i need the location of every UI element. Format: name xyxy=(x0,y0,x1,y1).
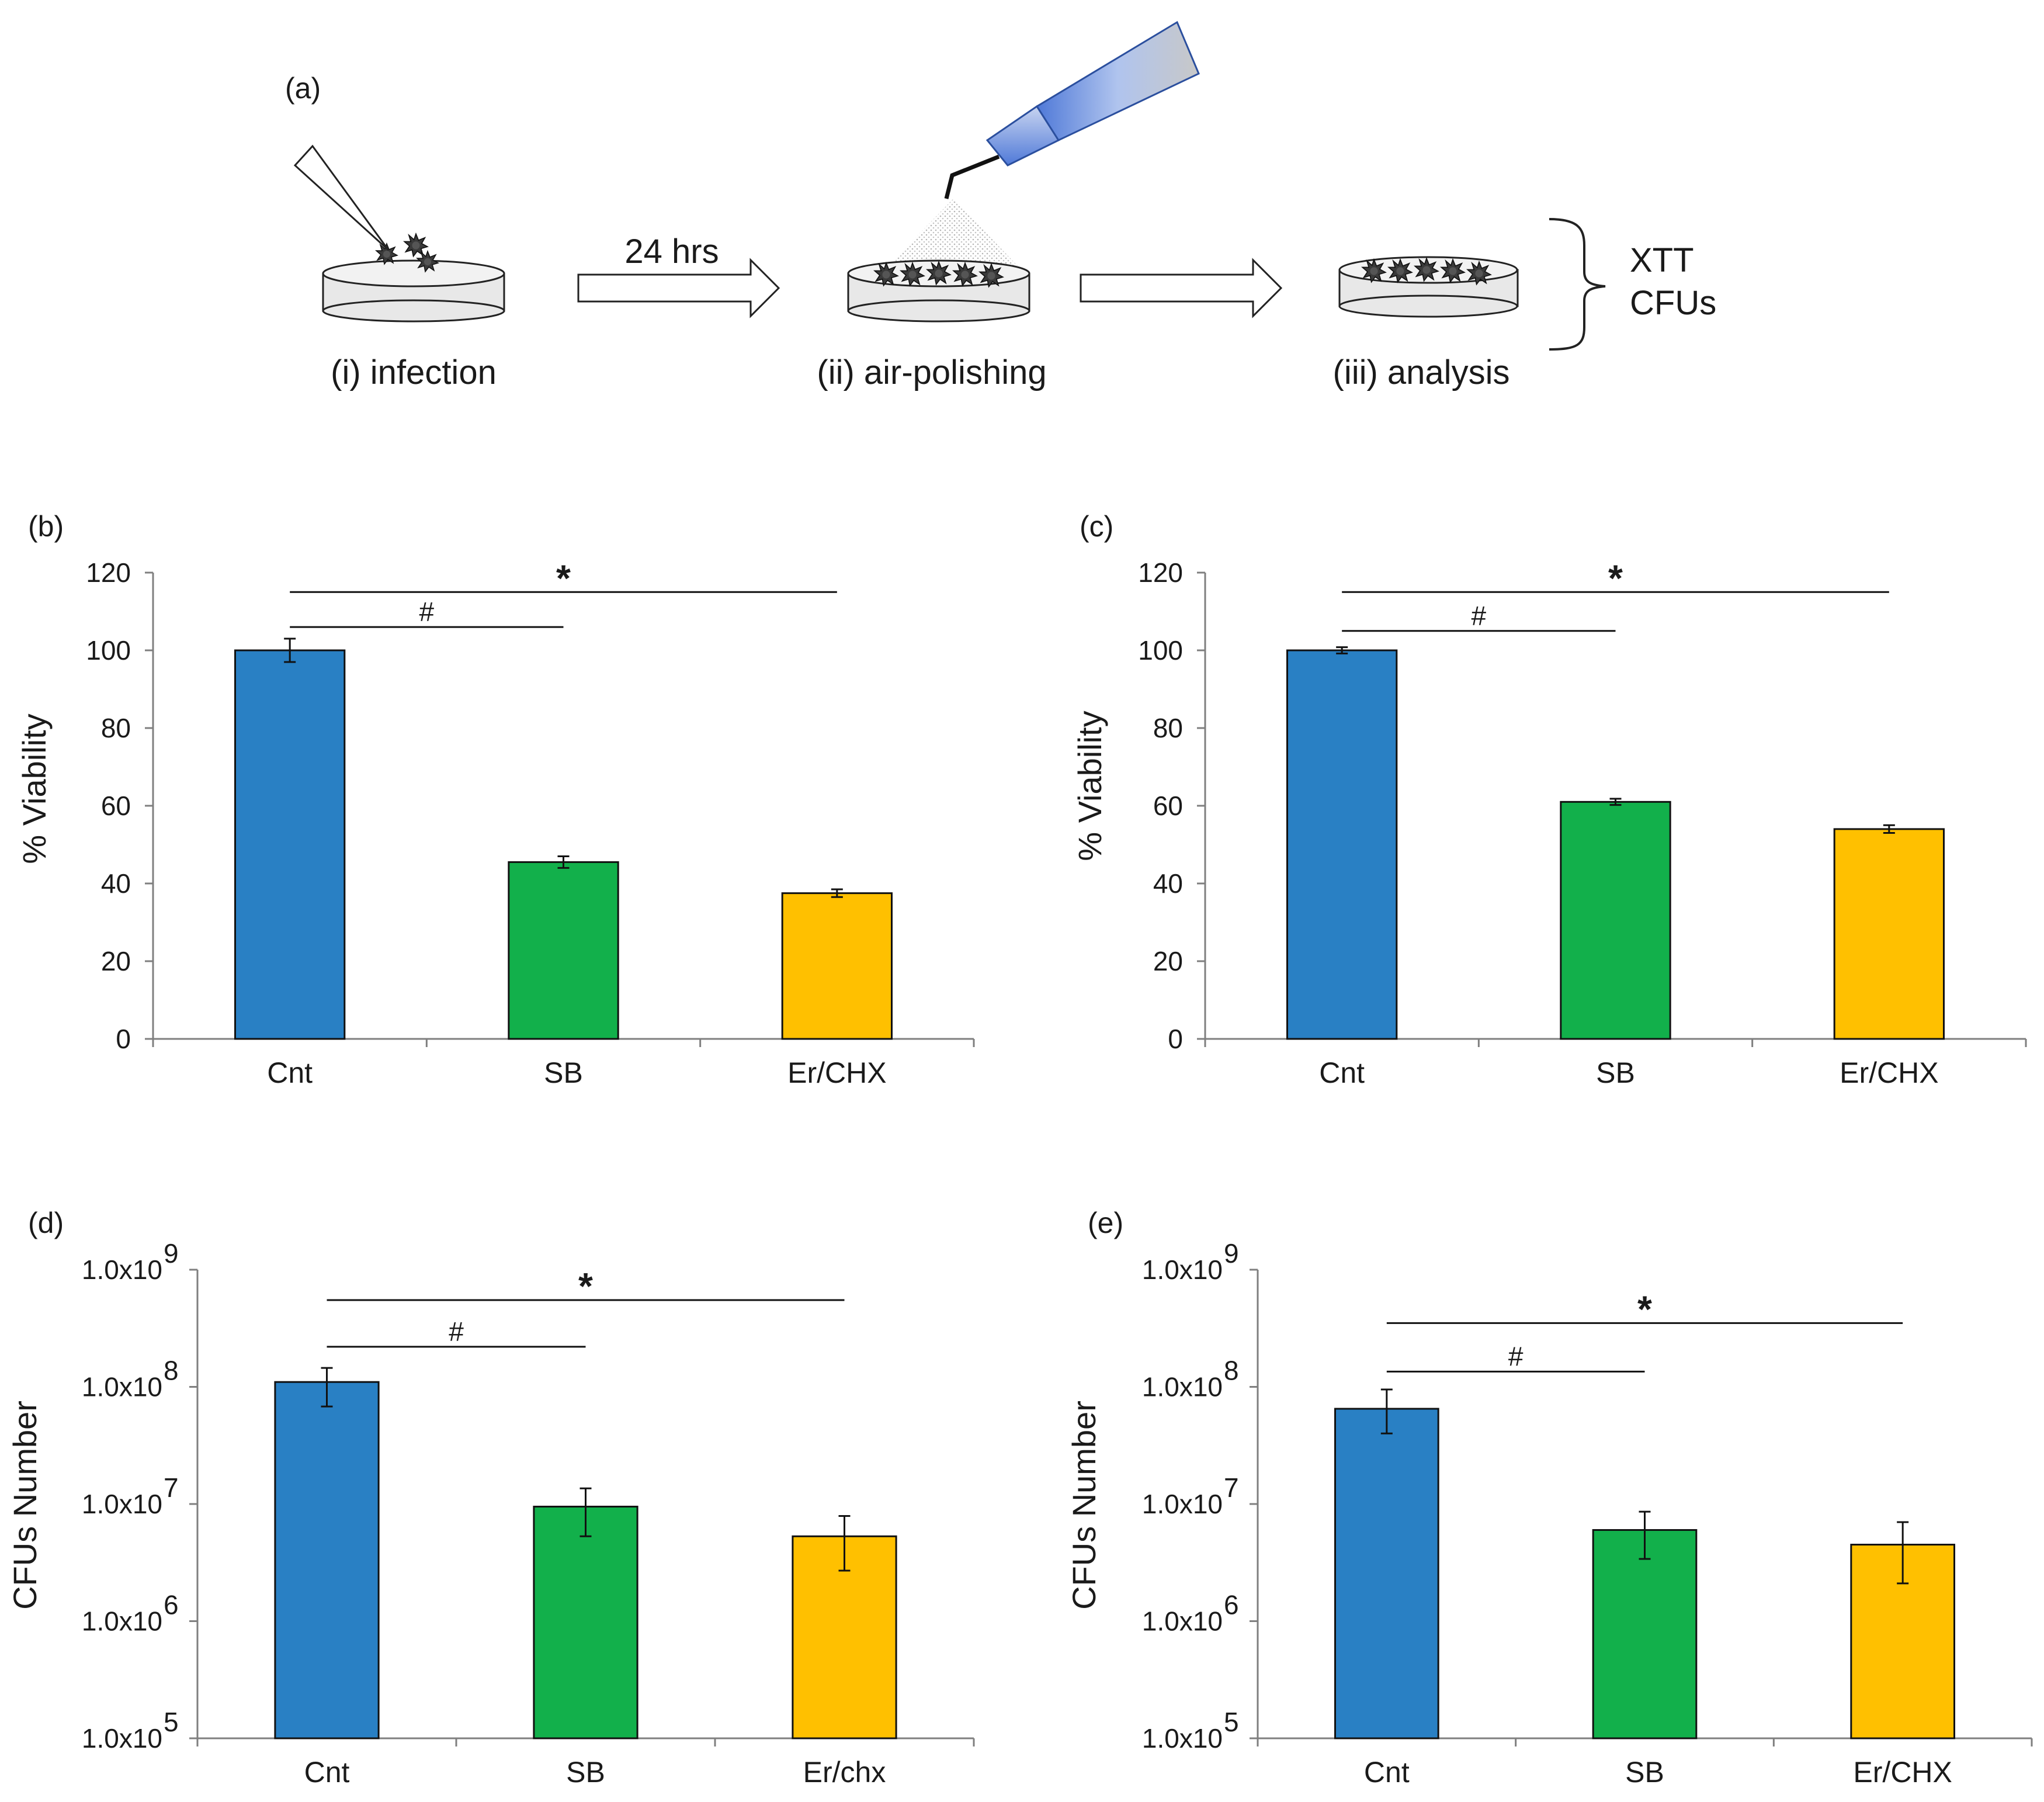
y-tick-label: 1.0x10 xyxy=(82,1723,162,1754)
right-arrow-icon xyxy=(577,258,780,318)
x-tick-label: Cnt xyxy=(267,1056,313,1089)
significance-star: * xyxy=(1608,557,1623,599)
significance-hash: # xyxy=(449,1316,464,1347)
y-tick-exponent: 7 xyxy=(164,1472,179,1503)
bar-cnt xyxy=(1334,1408,1439,1739)
bar-sb xyxy=(1560,800,1671,1040)
bar-er xyxy=(781,892,893,1040)
chart-e: (e)CFUs Number1.0x1051.0x1061.0x1071.0x1… xyxy=(1066,1207,2033,1789)
y-tick-exponent: 6 xyxy=(164,1590,179,1620)
bar-cnt xyxy=(1286,649,1398,1040)
y-tick-label: 60 xyxy=(101,791,131,821)
step-analysis-label: (iii) analysis xyxy=(1333,354,1510,391)
x-tick-label: Er/chx xyxy=(803,1756,886,1789)
chart-b: (b) % Viability 0 20 40 60 80 100 120 Cnt SB Er/CHX… xyxy=(16,510,975,1089)
significance-star: * xyxy=(578,1265,593,1307)
panel-a-label: (a) xyxy=(285,72,321,105)
bar-cnt xyxy=(234,649,346,1040)
significance-hash: # xyxy=(419,597,435,627)
y-tick-label: 1.0x10 xyxy=(1142,1372,1223,1402)
y-tick-exponent: 7 xyxy=(1224,1472,1239,1503)
right-arrow-icon xyxy=(1080,258,1283,318)
x-tick-label: Cnt xyxy=(1364,1756,1410,1789)
bar-er xyxy=(1833,828,1945,1040)
dish-air-polishing xyxy=(847,20,1200,323)
panel-label: (b) xyxy=(28,510,64,543)
y-tick-label: 80 xyxy=(1153,713,1183,743)
x-tick-label: Cnt xyxy=(1319,1056,1365,1089)
y-tick-label: 0 xyxy=(1168,1024,1183,1054)
y-tick-exponent: 8 xyxy=(164,1356,179,1386)
step-air-polishing-label: (ii) air-polishing xyxy=(817,354,1046,391)
x-tick-label: SB xyxy=(1625,1756,1664,1789)
y-tick-label: 1.0x10 xyxy=(1142,1723,1223,1754)
y-tick-label: 20 xyxy=(1153,946,1183,976)
dish-analysis xyxy=(1338,256,1519,318)
x-tick-label: SB xyxy=(544,1056,583,1089)
x-tick-label: Er/CHX xyxy=(1853,1756,1952,1789)
y-tick-label: 1.0x10 xyxy=(1142,1255,1223,1285)
y-axis-title: % Viability xyxy=(1071,711,1108,861)
significance-hash: # xyxy=(1508,1341,1524,1371)
y-tick-label: 120 xyxy=(1138,557,1183,588)
significance-hash: # xyxy=(1472,601,1487,631)
y-tick-label: 1.0x10 xyxy=(82,1255,162,1285)
y-tick-exponent: 9 xyxy=(164,1238,179,1269)
y-tick-label: 1.0x10 xyxy=(82,1489,162,1519)
significance-star: * xyxy=(1637,1288,1652,1330)
x-tick-label: Cnt xyxy=(304,1756,350,1789)
y-axis-title: CFUs Number xyxy=(6,1401,43,1610)
dish-infection xyxy=(293,144,505,323)
y-tick-label: 1.0x10 xyxy=(82,1372,162,1402)
y-tick-label: 80 xyxy=(101,713,131,743)
air-polisher-icon xyxy=(944,20,1200,199)
y-tick-label: 100 xyxy=(1138,635,1183,666)
analysis-method-cfus: CFUs xyxy=(1630,284,1716,322)
y-tick-exponent: 5 xyxy=(164,1707,179,1737)
step-infection-label: (i) infection xyxy=(331,354,497,391)
x-tick-label: SB xyxy=(1596,1056,1635,1089)
y-tick-label: 60 xyxy=(1153,791,1183,821)
chart-d: (d)CFUs Number1.0x1051.0x1061.0x1071.0x1… xyxy=(6,1207,975,1789)
y-tick-label: 0 xyxy=(116,1024,131,1054)
arrow-time-label: 24 hrs xyxy=(624,233,719,271)
y-tick-label: 1.0x10 xyxy=(82,1606,162,1637)
pipette-tip-icon xyxy=(293,144,390,251)
bar-cnt xyxy=(274,1381,380,1739)
significance-star: * xyxy=(556,557,571,599)
y-tick-exponent: 5 xyxy=(1224,1707,1239,1737)
analysis-method-xtt: XTT xyxy=(1630,241,1694,279)
bar-sb xyxy=(1592,1529,1698,1739)
y-tick-exponent: 9 xyxy=(1224,1238,1239,1269)
x-tick-label: Er/CHX xyxy=(787,1056,886,1089)
arrow-24hrs: 24 hrs xyxy=(577,233,780,318)
y-axis-title: CFUs Number xyxy=(1066,1401,1102,1610)
y-axis-title: % Viability xyxy=(16,713,53,864)
y-tick-label: 20 xyxy=(101,946,131,976)
y-tick-label: 40 xyxy=(1153,868,1183,899)
y-tick-exponent: 8 xyxy=(1224,1356,1239,1386)
spray-cone-icon xyxy=(888,199,1018,266)
panel-label: (c) xyxy=(1080,510,1113,543)
y-tick-label: 40 xyxy=(101,868,131,899)
microbe-icon xyxy=(404,233,428,257)
bar-sb xyxy=(508,861,619,1040)
y-tick-label: 100 xyxy=(86,635,131,666)
y-tick-label: 1.0x10 xyxy=(1142,1489,1223,1519)
chart-c: (c) % Viability 0 20 40 60 80 100 120 Cnt SB Er/CHX… xyxy=(1071,510,2027,1089)
panel-label: (d) xyxy=(28,1207,64,1239)
y-tick-exponent: 6 xyxy=(1224,1590,1239,1620)
panel-label: (e) xyxy=(1088,1207,1123,1239)
y-tick-label: 120 xyxy=(86,557,131,588)
x-tick-label: Er/CHX xyxy=(1840,1056,1938,1089)
x-tick-label: SB xyxy=(566,1756,605,1789)
y-tick-label: 1.0x10 xyxy=(1142,1606,1223,1637)
panel-a: (a) (i) infection 24 hrs xyxy=(285,20,1716,391)
bar-sb xyxy=(533,1505,638,1739)
right-brace-icon xyxy=(1549,218,1606,351)
